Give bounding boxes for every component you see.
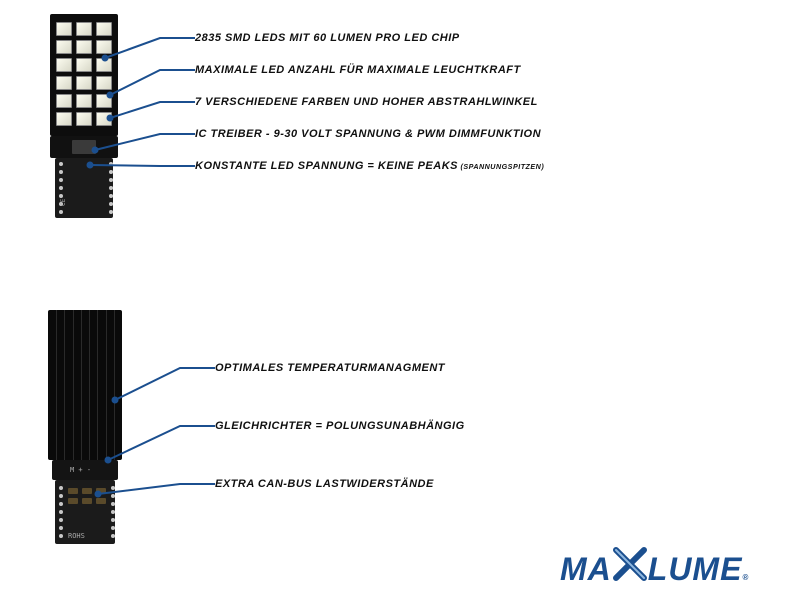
callout-line <box>115 368 215 400</box>
pcb-via <box>109 210 113 214</box>
pcb-via <box>59 518 63 522</box>
smd-resistor <box>96 498 106 504</box>
pcb-via <box>59 486 63 490</box>
pcb-via <box>111 534 115 538</box>
top-pcb-base <box>55 158 113 218</box>
led-chip <box>56 76 72 90</box>
pcb-via <box>111 502 115 506</box>
led-chip <box>56 94 72 108</box>
pcb-via <box>59 194 63 198</box>
logo-right: LUME <box>648 551 743 588</box>
pcb-via <box>59 526 63 530</box>
led-chip <box>76 76 92 90</box>
pcb-via <box>59 510 63 514</box>
pcb-via <box>109 162 113 166</box>
callout-line <box>110 70 195 95</box>
pcb-via <box>109 186 113 190</box>
led-chip <box>96 58 112 72</box>
bottom-heatsink <box>48 310 122 460</box>
heatsink-fin <box>64 310 65 460</box>
pcb-via <box>59 534 63 538</box>
top-ic-chip <box>72 140 96 154</box>
led-chip <box>96 94 112 108</box>
led-chip <box>76 112 92 126</box>
callout-line <box>98 484 215 494</box>
callout-line <box>105 38 195 58</box>
callout-label: EXTRA CAN-BUS LASTWIDERSTÄNDE <box>215 478 434 490</box>
pcb-via <box>59 502 63 506</box>
callout-label: 7 VERSCHIEDENE FARBEN UND HOHER ABSTRAHL… <box>195 96 538 108</box>
top-ce-mark: CE <box>60 199 67 206</box>
logo-registered: ® <box>742 573 748 582</box>
led-chip <box>76 58 92 72</box>
led-chip <box>56 58 72 72</box>
led-chip <box>56 40 72 54</box>
bottom-rohs: ROHS <box>68 532 85 540</box>
heatsink-fin <box>106 310 107 460</box>
smd-resistor <box>96 488 106 494</box>
pcb-via <box>109 170 113 174</box>
bottom-plusminus: M + - <box>70 466 91 474</box>
pcb-via <box>111 486 115 490</box>
callout-label: 2835 SMD LEDS MIT 60 LUMEN PRO LED CHIP <box>195 32 460 44</box>
logo-left: MA <box>560 551 612 588</box>
smd-resistor <box>82 498 92 504</box>
smd-resistor <box>68 488 78 494</box>
heatsink-fin <box>81 310 82 460</box>
pcb-via <box>59 210 63 214</box>
pcb-via <box>59 494 63 498</box>
maxlume-logo: MA LUME ® <box>560 548 748 588</box>
led-chip <box>76 40 92 54</box>
callout-label: MAXIMALE LED ANZAHL FÜR MAXIMALE LEUCHTK… <box>195 64 521 76</box>
callout-label: IC TREIBER - 9-30 VOLT SPANNUNG & PWM DI… <box>195 128 541 140</box>
led-chip <box>76 94 92 108</box>
led-chip <box>56 22 72 36</box>
callout-sublabel: (SPANNUNGSPITZEN) <box>458 163 544 171</box>
led-chip <box>96 112 112 126</box>
callout-lines-svg <box>0 0 800 600</box>
pcb-via <box>59 170 63 174</box>
pcb-via <box>109 194 113 198</box>
heatsink-fin <box>114 310 115 460</box>
heatsink-fin <box>97 310 98 460</box>
led-chip <box>96 76 112 90</box>
heatsink-fin <box>89 310 90 460</box>
logo-x-icon <box>612 548 648 580</box>
callout-label: OPTIMALES TEMPERATURMANAGMENT <box>215 362 445 374</box>
led-chip <box>96 22 112 36</box>
pcb-via <box>59 186 63 190</box>
callout-label: KONSTANTE LED SPANNUNG = KEINE PEAKS (SP… <box>195 160 544 172</box>
pcb-via <box>59 178 63 182</box>
led-chip <box>96 40 112 54</box>
callout-line <box>110 102 195 118</box>
pcb-via <box>111 518 115 522</box>
callout-label: GLEICHRICHTER = POLUNGSUNABHÄNGIG <box>215 420 465 432</box>
heatsink-fin <box>73 310 74 460</box>
pcb-via <box>109 202 113 206</box>
smd-resistor <box>82 488 92 494</box>
pcb-via <box>109 178 113 182</box>
heatsink-fin <box>56 310 57 460</box>
pcb-via <box>111 494 115 498</box>
pcb-via <box>111 510 115 514</box>
callout-line <box>108 426 215 460</box>
pcb-via <box>59 162 63 166</box>
pcb-via <box>111 526 115 530</box>
led-chip <box>76 22 92 36</box>
led-chip <box>56 112 72 126</box>
smd-resistor <box>68 498 78 504</box>
